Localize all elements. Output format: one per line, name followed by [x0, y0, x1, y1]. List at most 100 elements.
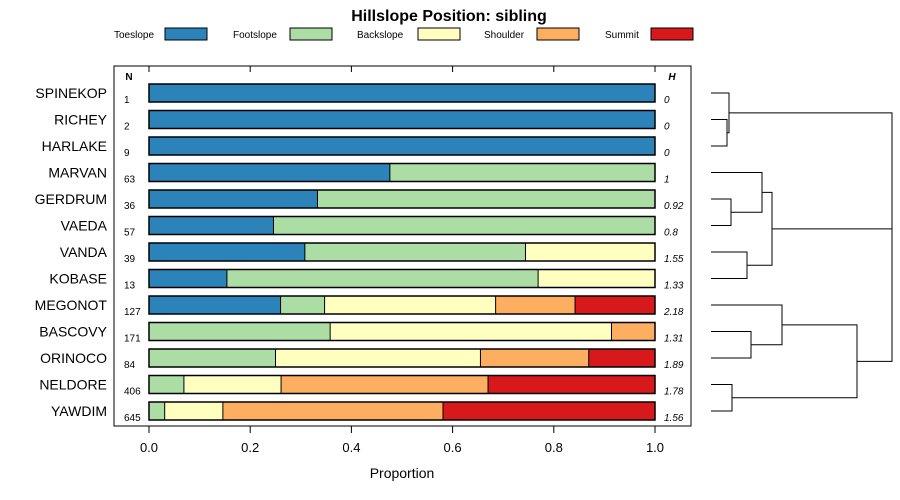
bar-segment-orinoco-footslope [149, 349, 276, 367]
x-tick-label: 0.4 [342, 440, 360, 455]
x-tick-label: 0.8 [545, 440, 563, 455]
bar-segment-bascovy-footslope [149, 322, 331, 341]
bar-segment-vanda-backslope [525, 243, 655, 261]
row-label-vaeda: VAEDA [61, 218, 108, 234]
h-value-megonot: 2.18 [663, 307, 684, 318]
chart-title: Hillslope Position: sibling [351, 8, 547, 25]
x-axis-label: Proportion [370, 465, 435, 481]
row-label-harlake: HARLAKE [42, 138, 107, 154]
h-value-vanda: 1.55 [664, 254, 684, 265]
h-value-neldore: 1.78 [664, 387, 684, 398]
bar-segment-megonot-footslope [280, 296, 325, 314]
dendro-link-marvan [711, 172, 763, 213]
row-label-megonot: MEGONOT [35, 297, 108, 313]
bar-segment-orinoco-backslope [275, 349, 481, 367]
dendro-link-neldore-yawdim [711, 384, 733, 412]
row-label-kobase: KOBASE [49, 271, 107, 287]
row-label-bascovy: BASCOVY [39, 324, 107, 340]
dendro-link-megonot [711, 304, 783, 346]
bar-segment-neldore-shoulder [281, 375, 489, 394]
bar-segment-yawdim-summit [442, 402, 655, 420]
bar-segment-vanda-footslope [304, 243, 526, 261]
legend-swatch-footslope [289, 27, 333, 41]
x-tick-label: 0.2 [241, 440, 259, 455]
bar-segment-vaeda-toeslope [149, 216, 274, 235]
h-value-harlake: 0 [664, 148, 670, 159]
bar-segment-neldore-summit [488, 375, 655, 394]
n-value-kobase: 13 [124, 281, 136, 292]
n-value-marvan: 63 [124, 175, 136, 186]
n-value-spinekop: 1 [124, 95, 130, 106]
bar-outline-gerdrum [148, 189, 656, 209]
bar-segment-orinoco-shoulder [480, 349, 589, 367]
n-value-harlake: 9 [124, 148, 130, 159]
bar-segment-kobase-backslope [538, 269, 655, 288]
n-value-orinoco: 84 [124, 360, 136, 371]
n-value-neldore: 406 [124, 387, 141, 398]
dendro-link-richey-harlake [711, 119, 728, 147]
dendro-link-spinekop [711, 92, 730, 134]
dendro-link-vanda-kobase [711, 251, 748, 279]
row-label-orinoco: ORINOCO [40, 350, 107, 366]
bar-segment-megonot-summit [575, 296, 655, 314]
bar-segment-neldore-backslope [183, 375, 282, 394]
bar-segment-spinekop-toeslope [149, 84, 655, 102]
h-value-richey: 0 [664, 122, 670, 133]
bar-segment-kobase-footslope [226, 269, 539, 288]
n-value-yawdim: 645 [124, 413, 141, 424]
bar-segment-megonot-toeslope [149, 296, 281, 314]
plot-panel [113, 65, 692, 427]
bar-outline-richey [148, 109, 656, 130]
h-value-bascovy: 1.31 [664, 334, 683, 345]
row-label-vanda: VANDA [60, 244, 108, 260]
h-column-header: H [668, 72, 676, 83]
h-value-yawdim: 1.56 [664, 413, 684, 424]
bar-outline-marvan [148, 162, 656, 183]
bar-segment-vaeda-footslope [273, 216, 655, 235]
legend-swatch-toeslope [164, 27, 208, 41]
x-tick-label: 0.0 [140, 440, 158, 455]
bar-segment-bascovy-shoulder [611, 322, 655, 341]
bar-outline-vaeda [148, 215, 656, 236]
x-tick-label: 0.6 [444, 440, 462, 455]
bar-segment-harlake-toeslope [149, 137, 655, 155]
bar-segment-yawdim-footslope [149, 402, 165, 420]
dendro-link-bascovy-orinoco [711, 331, 752, 359]
n-column-header: N [125, 72, 132, 83]
legend: Toeslope Footslope Backslope Shoulder Summit [114, 27, 694, 41]
legend-swatch-backslope [417, 27, 461, 41]
legend-label-toeslope: Toeslope [114, 30, 154, 41]
bar-outline-vanda [148, 242, 656, 262]
n-value-megonot: 127 [124, 307, 141, 318]
bar-segment-richey-toeslope [149, 110, 655, 129]
row-labels: SPINEKOP 1 0 RICHEY 2 0 HARLAKE 9 0 MARVAN 63 1 GERD… [35, 85, 684, 424]
legend-label-footslope: Footslope [233, 30, 277, 41]
legend-swatch-shoulder [536, 27, 580, 41]
bars [148, 83, 656, 421]
bar-segment-vanda-toeslope [149, 243, 305, 261]
bar-outline-neldore [148, 374, 656, 395]
n-value-richey: 2 [124, 122, 130, 133]
h-value-orinoco: 1.89 [664, 360, 684, 371]
h-value-vaeda: 0.8 [664, 228, 678, 239]
bar-outline-megonot [148, 295, 656, 315]
bar-outline-harlake [148, 136, 656, 156]
bar-outline-orinoco [148, 348, 656, 368]
h-value-kobase: 1.33 [664, 281, 684, 292]
bar-outline-yawdim [148, 401, 656, 421]
legend-label-backslope: Backslope [357, 30, 404, 41]
n-value-gerdrum: 36 [124, 201, 136, 212]
legend-label-shoulder: Shoulder [484, 30, 525, 41]
legend-swatch-summit [650, 27, 694, 41]
n-value-vanda: 39 [124, 254, 136, 265]
row-label-spinekop: SPINEKOP [35, 85, 107, 101]
bar-segment-marvan-footslope [389, 163, 655, 182]
bar-segment-yawdim-shoulder [222, 402, 443, 420]
n-value-vaeda: 57 [124, 228, 136, 239]
h-value-marvan: 1 [664, 175, 670, 186]
h-value-spinekop: 0 [664, 95, 670, 106]
row-label-richey: RICHEY [54, 112, 108, 128]
bar-segment-megonot-backslope [324, 296, 496, 314]
bar-outline-spinekop [148, 83, 656, 103]
